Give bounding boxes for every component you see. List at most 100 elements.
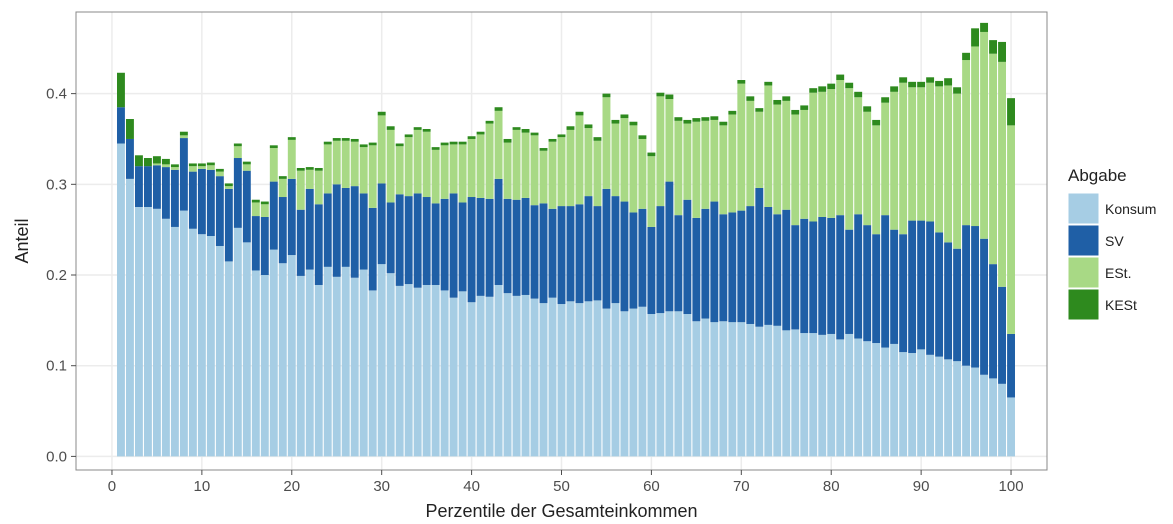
- bar-segment-est: [152, 163, 161, 166]
- bar-segment-est: [854, 97, 863, 215]
- x-tick-label: 0: [108, 478, 116, 495]
- bar-segment-konsum: [485, 296, 494, 457]
- bar-segment-est: [251, 202, 260, 217]
- bar-segment-est: [836, 80, 845, 216]
- bar-segment-konsum: [278, 263, 287, 457]
- bar-segment-sv: [251, 216, 260, 271]
- bar-segment-konsum: [773, 325, 782, 457]
- bar-segment-konsum: [944, 359, 953, 457]
- bar-segment-konsum: [494, 284, 503, 457]
- bar-segment-sv: [863, 225, 872, 342]
- bar-segment-est: [485, 123, 494, 199]
- bar-segment-est: [530, 135, 539, 206]
- bar-segment-kest: [602, 93, 611, 98]
- bar-segment-sv: [1007, 333, 1015, 398]
- legend-key-konsum: [1067, 192, 1100, 225]
- bar-segment-kest: [773, 99, 782, 105]
- bar-segment-est: [197, 166, 206, 169]
- bar-segment-sv: [197, 168, 206, 235]
- bar-segment-konsum: [638, 306, 647, 457]
- bar-segment-kest: [359, 144, 368, 148]
- bar-segment-konsum: [674, 311, 683, 457]
- bar-segment-kest: [386, 126, 395, 130]
- bar-segment-kest: [269, 145, 278, 149]
- bar-segment-konsum: [251, 270, 260, 457]
- bar-segment-sv: [413, 193, 422, 288]
- bar-segment-konsum: [386, 273, 395, 457]
- bar-segment-sv: [728, 212, 737, 323]
- bar-segment-sv: [134, 166, 143, 207]
- bar-segment-kest: [485, 120, 494, 124]
- bar-segment-konsum: [863, 341, 872, 457]
- bar-segment-konsum: [422, 284, 431, 457]
- bar-segment-kest: [143, 158, 152, 167]
- bar-segment-est: [908, 87, 917, 221]
- bar-segment-est: [764, 85, 773, 207]
- bar-segment-est: [971, 46, 980, 227]
- bar-segment-est: [233, 146, 242, 159]
- bar-segment-sv: [557, 206, 566, 305]
- bar-segment-sv: [377, 183, 386, 265]
- bar-segment-konsum: [1007, 397, 1015, 457]
- bar-segment-sv: [512, 199, 521, 296]
- bar-segment-kest: [404, 134, 413, 138]
- bar-segment-konsum: [296, 275, 305, 457]
- bar-segment-sv: [719, 214, 728, 322]
- bar-segment-kest: [593, 137, 602, 141]
- bar-segment-sv: [503, 198, 512, 294]
- bar-segment-konsum: [701, 318, 710, 457]
- bar-segment-kest: [431, 147, 440, 150]
- bar-segment-konsum: [224, 261, 233, 457]
- bar-segment-est: [656, 96, 665, 207]
- bar-segment-konsum: [530, 298, 539, 457]
- bar-segment-kest: [368, 142, 377, 146]
- bar-segment-est: [602, 97, 611, 189]
- bar-segment-konsum: [395, 285, 404, 457]
- bar-segment-kest: [971, 28, 980, 47]
- bar-segment-kest: [557, 134, 566, 138]
- bar-segment-konsum: [242, 242, 251, 457]
- bar-segment-est: [917, 87, 926, 221]
- bar-segment-est: [773, 104, 782, 215]
- bar-segment-kest: [827, 83, 836, 90]
- bar-segment-konsum: [503, 293, 512, 457]
- bar-segment-kest: [737, 80, 746, 84]
- bar-segment-sv: [809, 221, 818, 334]
- bar-segment-kest: [665, 94, 674, 100]
- bar-segment-est: [269, 148, 278, 182]
- bar-segment-konsum: [143, 206, 152, 457]
- bar-segment-est: [980, 31, 989, 239]
- bar-segment-konsum: [206, 236, 215, 457]
- bar-segment-konsum: [719, 321, 728, 457]
- bar-segment-kest: [899, 77, 908, 83]
- bar-segment-sv: [962, 225, 971, 366]
- bar-segment-est: [404, 137, 413, 197]
- bar-segment-est: [422, 131, 431, 198]
- bar-segment-sv: [971, 226, 980, 368]
- bar-segment-est: [746, 100, 755, 207]
- bar-segment-kest: [845, 82, 854, 89]
- x-tick-label: 50: [553, 478, 570, 495]
- bar-segment-konsum: [611, 303, 620, 457]
- bar-segment-kest: [440, 142, 449, 146]
- bar-segment-kest: [224, 183, 233, 187]
- bar-segment-kest: [296, 167, 305, 171]
- bar-segment-kest: [836, 74, 845, 81]
- bar-segment-est: [377, 115, 386, 184]
- bar-segment-konsum: [710, 322, 719, 457]
- bar-segment-sv: [620, 201, 629, 312]
- y-tick-label: 0.0: [46, 448, 67, 465]
- bar-segment-konsum: [791, 329, 800, 457]
- bar-segment-konsum: [116, 143, 125, 457]
- bar-segment-konsum: [584, 301, 593, 457]
- bar-segment-kest: [539, 148, 548, 151]
- bar-segment-konsum: [323, 266, 332, 457]
- bar-segment-sv: [899, 234, 908, 353]
- bar-segment-kest: [998, 41, 1007, 62]
- bar-segment-sv: [881, 215, 890, 348]
- bar-segment-est: [449, 144, 458, 194]
- bar-segment-sv: [773, 214, 782, 326]
- bar-segment-est: [521, 132, 530, 198]
- bar-segment-konsum: [836, 339, 845, 457]
- bar-segment-sv: [242, 170, 251, 243]
